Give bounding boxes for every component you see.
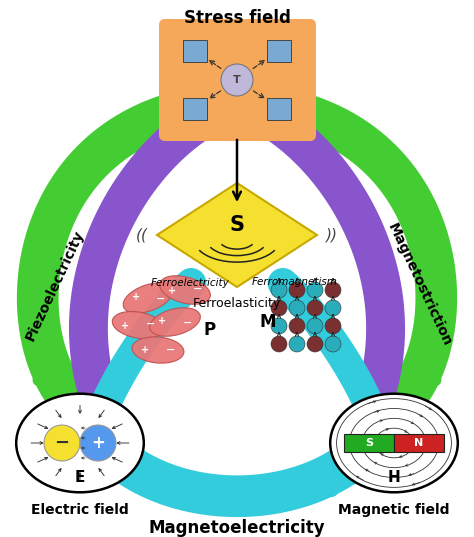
Circle shape bbox=[289, 318, 305, 334]
Circle shape bbox=[289, 300, 305, 316]
Text: −: − bbox=[146, 320, 155, 329]
Text: Ferroelasticity: Ferroelasticity bbox=[193, 296, 281, 309]
Text: +: + bbox=[91, 434, 105, 452]
Text: E: E bbox=[75, 470, 85, 485]
Ellipse shape bbox=[160, 276, 210, 304]
Text: −: − bbox=[155, 294, 165, 304]
Text: +: + bbox=[121, 321, 129, 331]
Text: )): )) bbox=[326, 228, 338, 243]
Text: Ferroelectricity: Ferroelectricity bbox=[151, 278, 229, 288]
Text: Stress field: Stress field bbox=[183, 9, 291, 27]
Ellipse shape bbox=[132, 337, 184, 363]
FancyBboxPatch shape bbox=[183, 98, 207, 120]
FancyBboxPatch shape bbox=[159, 19, 316, 141]
Text: Magnetic field: Magnetic field bbox=[338, 503, 450, 517]
Circle shape bbox=[307, 336, 323, 352]
Text: Magnetostriction: Magnetostriction bbox=[384, 221, 454, 349]
Text: +: + bbox=[158, 316, 166, 326]
Text: H: H bbox=[388, 470, 401, 485]
Text: P: P bbox=[204, 321, 216, 339]
Text: +: + bbox=[141, 345, 149, 355]
Text: S: S bbox=[365, 438, 373, 448]
Text: Ferromagnetism: Ferromagnetism bbox=[252, 277, 338, 287]
Circle shape bbox=[325, 282, 341, 298]
Text: M: M bbox=[260, 313, 276, 331]
Circle shape bbox=[271, 336, 287, 352]
Ellipse shape bbox=[150, 308, 201, 336]
Text: N: N bbox=[414, 438, 424, 448]
Text: S: S bbox=[229, 215, 245, 235]
Circle shape bbox=[44, 425, 80, 461]
Text: +: + bbox=[132, 292, 140, 302]
Circle shape bbox=[307, 300, 323, 316]
FancyBboxPatch shape bbox=[344, 434, 394, 452]
Circle shape bbox=[289, 336, 305, 352]
Circle shape bbox=[271, 318, 287, 334]
Text: −: − bbox=[183, 318, 192, 328]
Text: Electric field: Electric field bbox=[31, 503, 129, 517]
Text: +: + bbox=[168, 286, 176, 296]
Ellipse shape bbox=[330, 394, 458, 492]
Circle shape bbox=[271, 282, 287, 298]
FancyBboxPatch shape bbox=[394, 434, 444, 452]
Circle shape bbox=[325, 318, 341, 334]
Circle shape bbox=[307, 282, 323, 298]
Circle shape bbox=[307, 318, 323, 334]
Text: Piezoelectricity: Piezoelectricity bbox=[23, 228, 87, 343]
Ellipse shape bbox=[123, 283, 173, 313]
Text: Magnetoelectricity: Magnetoelectricity bbox=[149, 519, 325, 537]
Circle shape bbox=[325, 300, 341, 316]
Text: −: − bbox=[55, 434, 70, 452]
Circle shape bbox=[80, 425, 116, 461]
Ellipse shape bbox=[112, 311, 164, 338]
Text: ((: (( bbox=[136, 228, 148, 243]
Text: −: − bbox=[193, 284, 202, 294]
Polygon shape bbox=[157, 183, 317, 287]
Circle shape bbox=[271, 300, 287, 316]
FancyBboxPatch shape bbox=[183, 40, 207, 62]
Circle shape bbox=[325, 336, 341, 352]
FancyBboxPatch shape bbox=[267, 40, 291, 62]
Circle shape bbox=[289, 282, 305, 298]
FancyBboxPatch shape bbox=[267, 98, 291, 120]
Text: −: − bbox=[166, 345, 176, 354]
Ellipse shape bbox=[16, 394, 144, 492]
Circle shape bbox=[221, 64, 253, 96]
Text: T: T bbox=[233, 75, 241, 85]
